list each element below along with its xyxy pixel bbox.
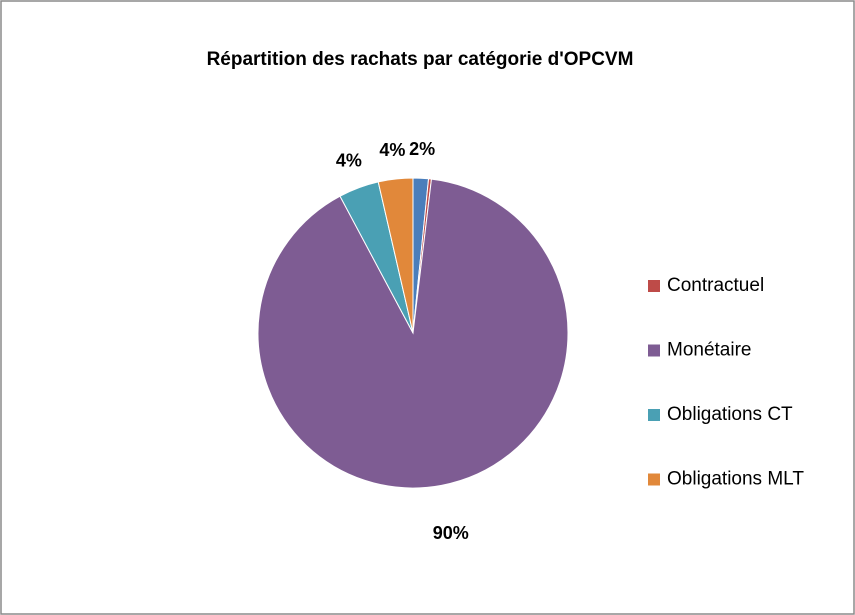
legend-swatch [648,409,660,421]
legend-swatch [648,280,660,292]
data-label: 4% [336,150,362,170]
legend-label: Contractuel [667,275,764,296]
legend-label: Obligations MLT [667,469,804,490]
data-label: 4% [379,140,405,160]
pie-slice [257,178,569,489]
legend-swatch [648,473,660,486]
legend-swatch [648,344,660,357]
data-label: 90% [433,523,469,543]
chart-title: Répartition des rachats par catégorie d'… [207,49,634,70]
legend-label: Obligations CT [667,404,793,425]
pie-slice [377,177,414,334]
data-label: 2% [409,139,435,159]
legend-label: Monétaire [667,340,752,361]
